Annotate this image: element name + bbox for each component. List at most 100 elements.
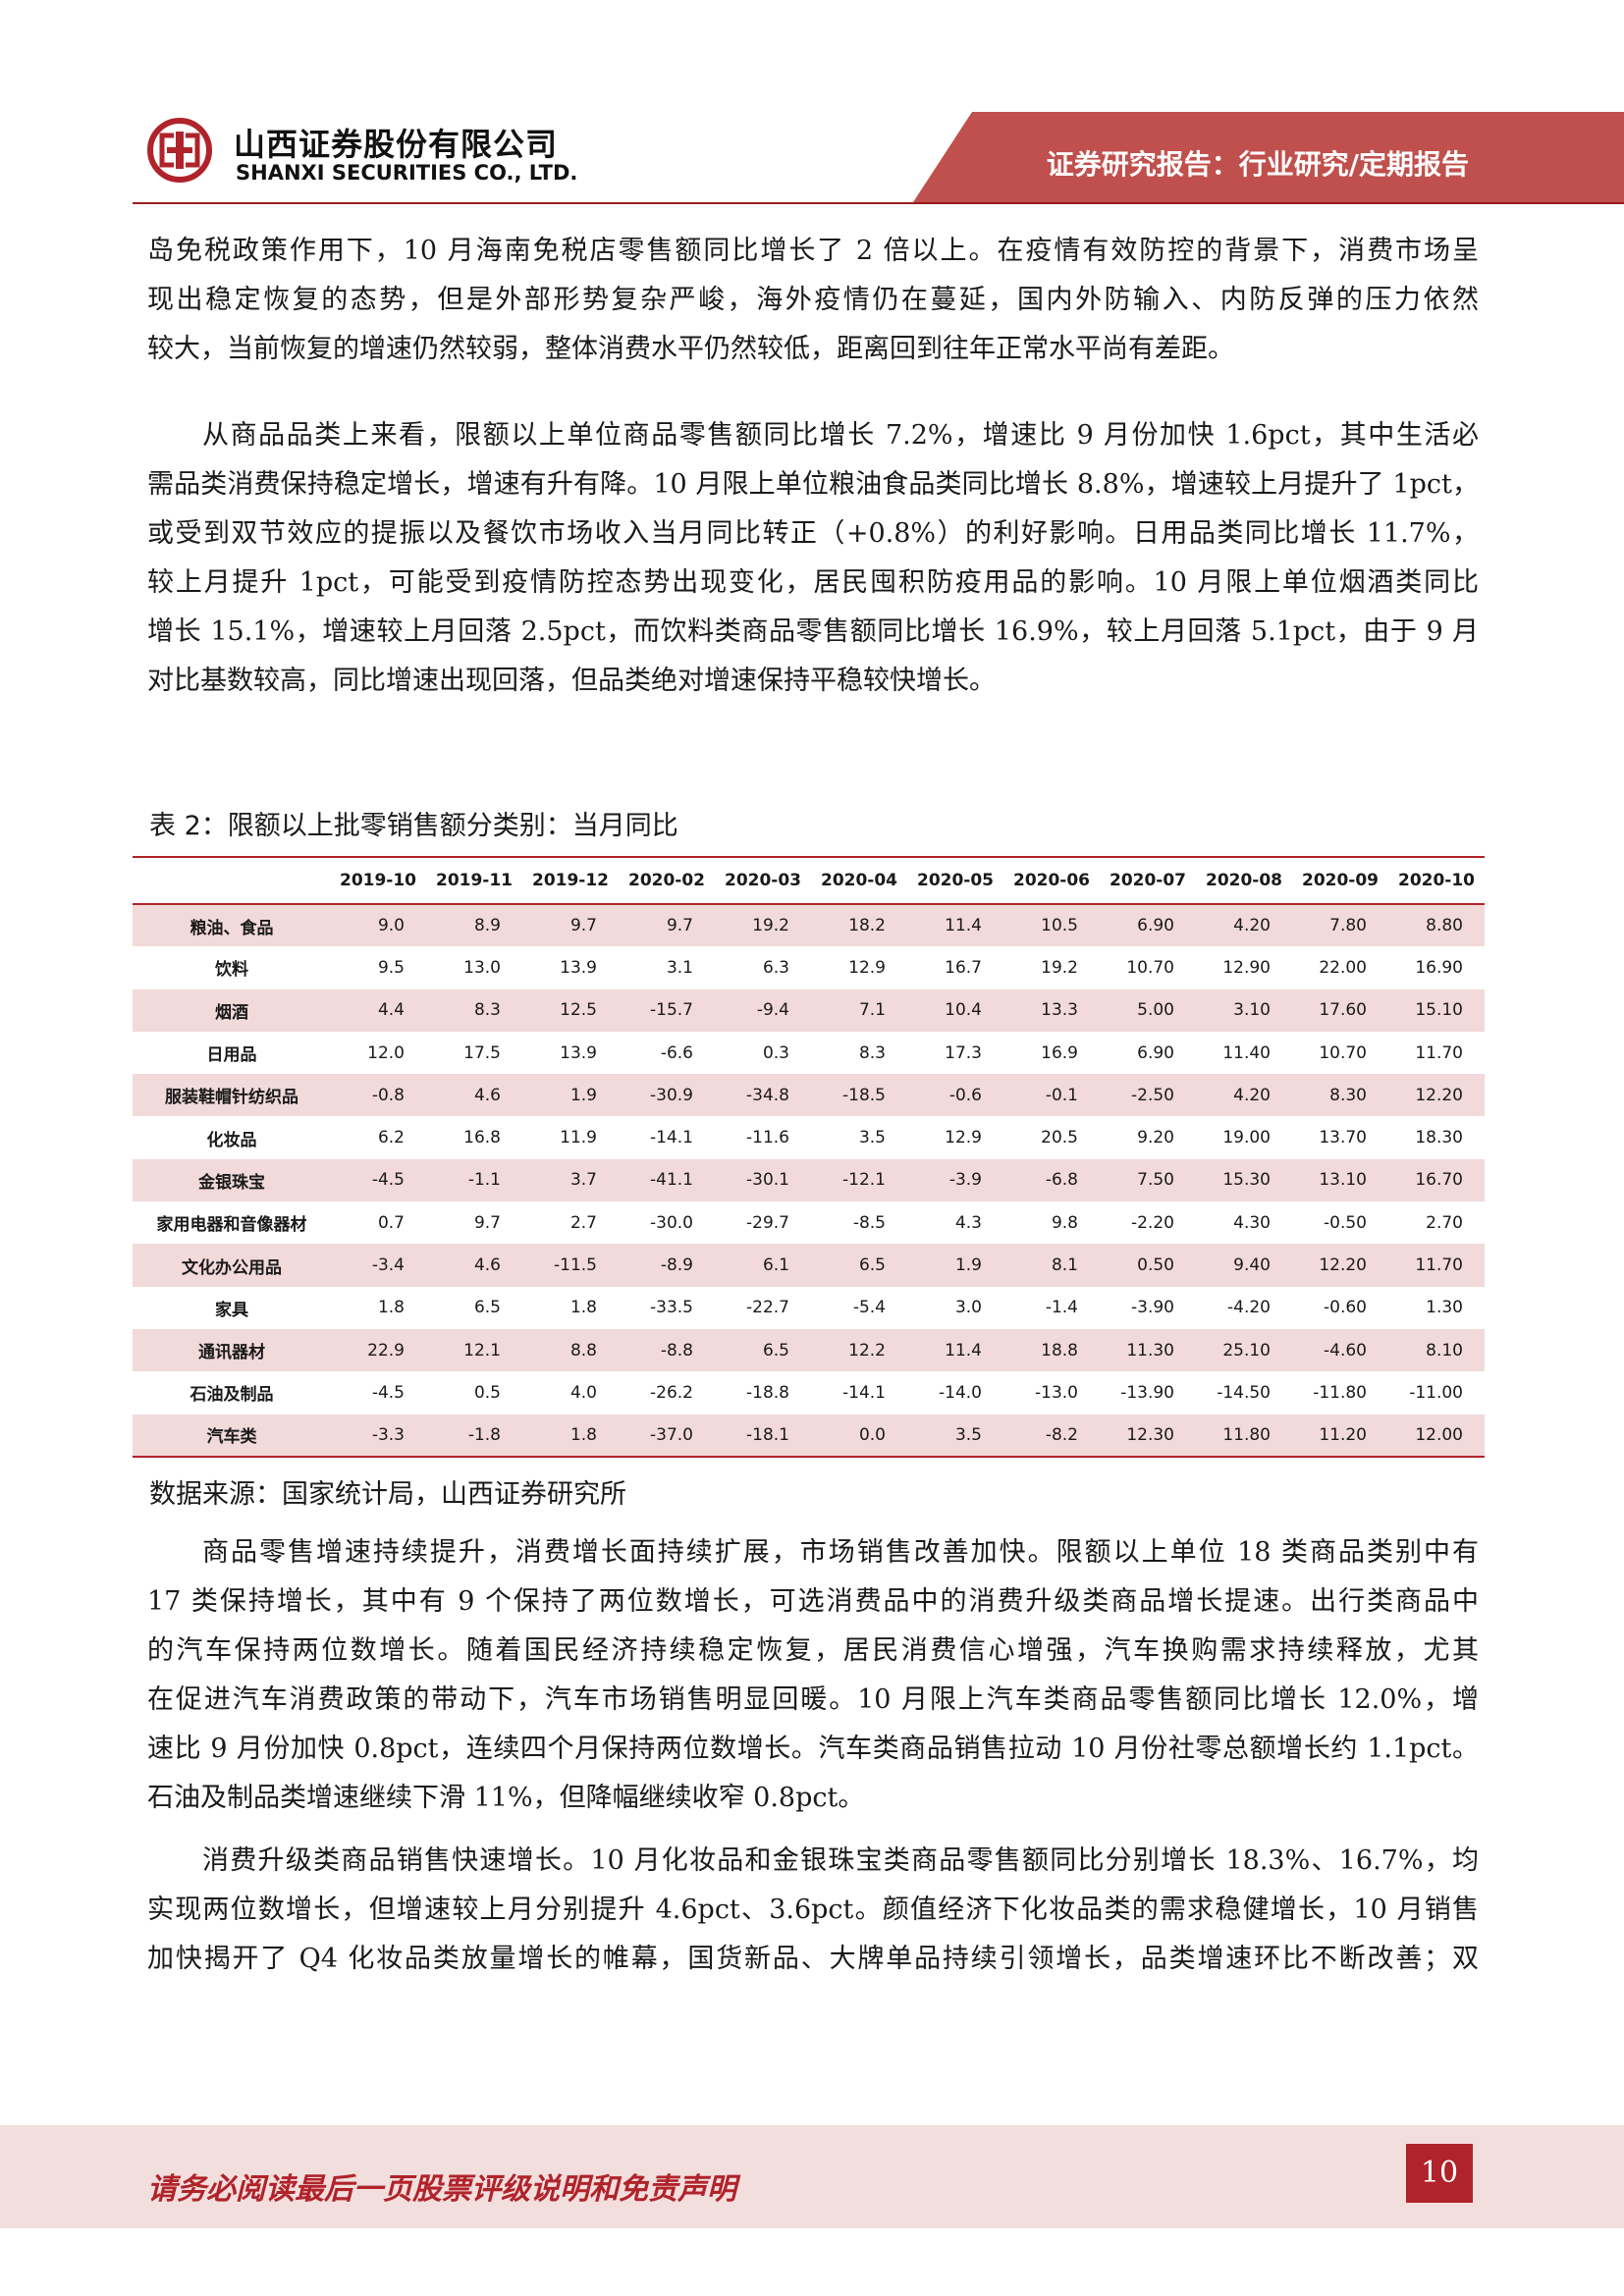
table-cell: 9.40 bbox=[1233, 1255, 1271, 1276]
table-cell: -30.9 bbox=[650, 1085, 693, 1105]
table-body: 粮油、食品 9.0 8.9 9.7 9.7 19.2 18.2 11.4 10.5 6.90 4.2… bbox=[133, 904, 1485, 1457]
column-header: 2020-02 bbox=[619, 857, 715, 905]
table-cell: 11.30 bbox=[1126, 1340, 1174, 1361]
table-cell: 4.3 bbox=[954, 1212, 982, 1233]
text-line: 增长 15.1%，增速较上月回落 2.5pct，而饮料类商品零售额同比增长 16… bbox=[147, 616, 1479, 647]
text-line: 对比基数较高，同比增速出现回落，但品类绝对增速保持平稳较快增长。 bbox=[147, 666, 996, 696]
table-cell: 4.30 bbox=[1233, 1212, 1271, 1233]
text-line: 或受到双节效应的提振以及餐饮市场收入当月同比转正（+0.8%）的利好影响。日用品… bbox=[147, 518, 1479, 549]
company-name-cn: 山西证券股份有限公司 bbox=[234, 126, 559, 163]
header-band bbox=[913, 112, 1624, 202]
table-cell: 16.8 bbox=[463, 1128, 501, 1148]
report-type: 证券研究报告：行业研究/定期报告 bbox=[1046, 148, 1469, 181]
table-cell: 8.3 bbox=[473, 1000, 501, 1021]
table-cell: 1.8 bbox=[569, 1424, 597, 1445]
table-row: 日用品 12.0 17.5 13.9 -6.6 0.3 8.3 17.3 16.9 6.90 11.… bbox=[133, 1032, 1485, 1074]
column-header: 2020-08 bbox=[1196, 857, 1292, 905]
table-cell: 12.20 bbox=[1415, 1085, 1463, 1105]
table-row: 烟酒 4.4 8.3 12.5 -15.7 -9.4 7.1 10.4 13.3 5.00 3.10… bbox=[133, 988, 1485, 1032]
row-category: 服装鞋帽针纺织品 bbox=[165, 1088, 298, 1108]
table-cell: -22.7 bbox=[746, 1298, 789, 1318]
table-cell: 8.9 bbox=[473, 916, 501, 936]
table-row: 粮油、食品 9.0 8.9 9.7 9.7 19.2 18.2 11.4 10.5 6.90 4.2… bbox=[133, 904, 1485, 947]
column-header: 2020-07 bbox=[1100, 857, 1196, 905]
table-cell: -8.9 bbox=[660, 1255, 693, 1276]
text-line: 石油及制品类增速继续下滑 11%，但降幅继续收窄 0.8pct。 bbox=[147, 1783, 865, 1813]
text-line: 在促进汽车消费政策的带动下，汽车市场销售明显回暖。10 月限上汽车类商品零售额同… bbox=[147, 1684, 1479, 1715]
table-cell: 15.10 bbox=[1415, 1000, 1463, 1021]
table-cell: -8.8 bbox=[660, 1340, 693, 1361]
footer-band bbox=[0, 2125, 1624, 2228]
disclaimer-notice: 请务必阅读最后一页股票评级说明和免责声明 bbox=[147, 2172, 736, 2207]
row-category: 饮料 bbox=[215, 960, 248, 981]
text-line: 商品零售增速持续提升，消费增长面持续扩展，市场销售改善加快。限额以上单位 18 … bbox=[202, 1537, 1479, 1568]
table-cell: 16.7 bbox=[945, 957, 982, 978]
table-cell: 10.70 bbox=[1126, 957, 1174, 978]
table-cell: 1.8 bbox=[377, 1298, 405, 1318]
row-category: 石油及制品 bbox=[189, 1385, 274, 1406]
logo-icon bbox=[147, 118, 212, 183]
table-cell: 25.10 bbox=[1222, 1340, 1271, 1361]
header-divider bbox=[133, 202, 1624, 204]
table-cell: 13.9 bbox=[560, 957, 597, 978]
table-cell: 7.80 bbox=[1329, 916, 1367, 936]
text-line: 较大，当前恢复的增速仍然较弱，整体消费水平仍然较低，距离回到往年正常水平尚有差距… bbox=[147, 334, 1234, 364]
table-cell: 4.20 bbox=[1233, 916, 1271, 936]
table-cell: -14.1 bbox=[650, 1128, 693, 1148]
table-cell: -0.60 bbox=[1324, 1298, 1367, 1318]
table-row: 家用电器和音像器材 0.7 9.7 2.7 -30.0 -29.7 -8.5 4.3 9.8 -2… bbox=[133, 1201, 1485, 1244]
table-cell: 4.4 bbox=[377, 1000, 405, 1021]
table-cell: 1.8 bbox=[569, 1298, 597, 1318]
table-cell: -13.0 bbox=[1035, 1382, 1078, 1403]
table-cell: -2.50 bbox=[1131, 1085, 1174, 1105]
table-cell: -41.1 bbox=[650, 1170, 693, 1191]
table-row: 石油及制品 -4.5 0.5 4.0 -26.2 -18.8 -14.1 -14.0 -13.0… bbox=[133, 1371, 1485, 1414]
table-cell: 3.10 bbox=[1233, 1000, 1271, 1021]
table-cell: -4.5 bbox=[371, 1170, 405, 1191]
table-cell: 9.5 bbox=[377, 957, 405, 978]
text-line: 的汽车保持两位数增长。随着国民经济持续稳定恢复，居民消费信心增强，汽车换购需求持… bbox=[147, 1635, 1479, 1666]
table-cell: -3.90 bbox=[1131, 1298, 1174, 1318]
row-category: 粮油、食品 bbox=[189, 918, 274, 938]
table-cell: 8.80 bbox=[1426, 916, 1463, 936]
company-name-en: SHANXI SECURITIES CO., LTD. bbox=[236, 161, 578, 185]
table-cell: -1.8 bbox=[467, 1424, 501, 1445]
table-cell: 8.1 bbox=[1051, 1255, 1078, 1276]
table-cell: -1.1 bbox=[467, 1170, 501, 1191]
table-cell: 3.0 bbox=[954, 1298, 982, 1318]
table-cell: -34.8 bbox=[746, 1085, 789, 1105]
table-cell: 11.9 bbox=[560, 1128, 597, 1148]
table-cell: -18.1 bbox=[746, 1424, 789, 1445]
table-cell: 9.8 bbox=[1051, 1212, 1078, 1233]
table-cell: -0.8 bbox=[371, 1085, 405, 1105]
table-cell: 18.2 bbox=[848, 916, 886, 936]
table-row: 服装鞋帽针纺织品 -0.8 4.6 1.9 -30.9 -34.8 -18.5 -0.6 -0.… bbox=[133, 1074, 1485, 1117]
column-header: 2020-03 bbox=[715, 857, 811, 905]
table-cell: 20.5 bbox=[1041, 1128, 1078, 1148]
table-cell: 13.0 bbox=[463, 957, 501, 978]
table-cell: 12.30 bbox=[1126, 1424, 1174, 1445]
table-cell: 12.9 bbox=[945, 1128, 982, 1148]
table-cell: 7.50 bbox=[1137, 1170, 1174, 1191]
page-number: 10 bbox=[1406, 2144, 1473, 2203]
table-cell: 8.30 bbox=[1329, 1085, 1367, 1105]
table-cell: 10.5 bbox=[1041, 916, 1078, 936]
table-cell: 19.2 bbox=[752, 916, 789, 936]
table-cell: 10.70 bbox=[1319, 1042, 1367, 1063]
table-cell: 9.7 bbox=[473, 1212, 501, 1233]
table-cell: 11.4 bbox=[945, 1340, 982, 1361]
table-cell: 9.0 bbox=[377, 916, 405, 936]
table-cell: 2.7 bbox=[569, 1212, 597, 1233]
row-category: 通讯器材 bbox=[198, 1343, 265, 1363]
table-cell: 11.70 bbox=[1415, 1042, 1463, 1063]
text-line: 17 类保持增长，其中有 9 个保持了两位数增长，可选消费品中的消费升级类商品增… bbox=[147, 1586, 1479, 1617]
text-line: 加快揭开了 Q4 化妆品类放量增长的帷幕，国货新品、大牌单品持续引领增长，品类增… bbox=[147, 1944, 1479, 1974]
table-cell: -6.6 bbox=[660, 1042, 693, 1063]
row-category: 汽车类 bbox=[206, 1427, 257, 1448]
table-cell: -8.5 bbox=[852, 1212, 886, 1233]
table-cell: -3.4 bbox=[371, 1255, 405, 1276]
table-cell: 6.90 bbox=[1137, 916, 1174, 936]
table-cell: -6.8 bbox=[1045, 1170, 1078, 1191]
row-category: 文化办公用品 bbox=[182, 1257, 282, 1278]
table-cell: -11.6 bbox=[746, 1128, 789, 1148]
